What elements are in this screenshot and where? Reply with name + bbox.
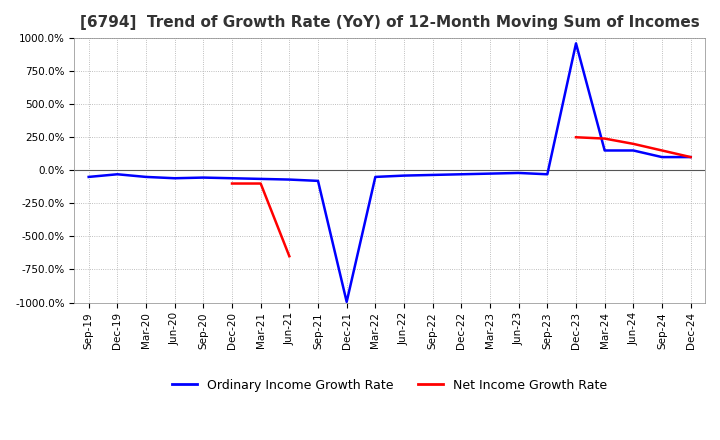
Title: [6794]  Trend of Growth Rate (YoY) of 12-Month Moving Sum of Incomes: [6794] Trend of Growth Rate (YoY) of 12-… (80, 15, 700, 30)
Legend: Ordinary Income Growth Rate, Net Income Growth Rate: Ordinary Income Growth Rate, Net Income … (167, 374, 613, 397)
